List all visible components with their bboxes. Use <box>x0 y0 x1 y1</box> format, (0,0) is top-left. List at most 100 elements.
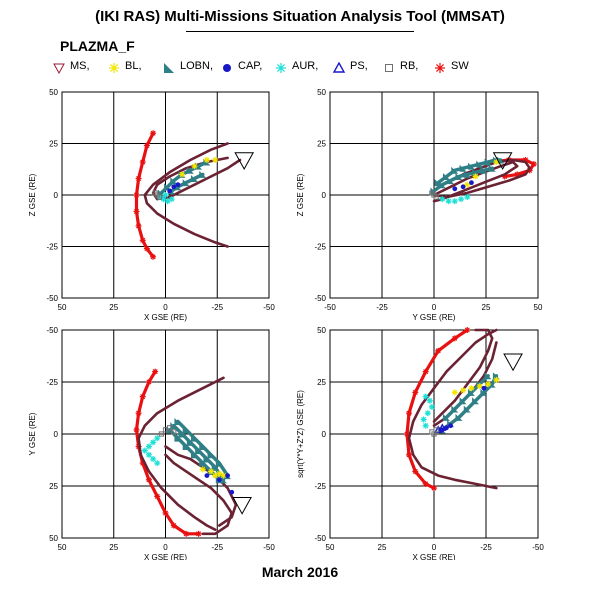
data-point-lobn <box>463 170 471 178</box>
data-point-lobn <box>203 455 211 463</box>
data-point-aur <box>145 451 152 458</box>
data-point-aur <box>162 192 169 198</box>
data-point-sw <box>135 410 142 417</box>
series-lobn <box>442 372 492 421</box>
y-tick-label: -50 <box>314 534 326 543</box>
x-tick-label: 25 <box>482 303 491 312</box>
data-point-aur <box>424 410 431 417</box>
filled-circle-icon <box>223 64 231 72</box>
data-point-cap <box>216 477 222 483</box>
data-point-lobn <box>215 459 223 467</box>
down-triangle-icon <box>53 63 65 74</box>
data-point-lobn <box>455 172 463 180</box>
data-point-lobn <box>438 181 446 189</box>
data-point-lobn <box>484 158 492 166</box>
y-tick-label: -50 <box>314 294 326 303</box>
x-tick-label: -50 <box>263 303 275 312</box>
data-point-bl <box>208 468 215 475</box>
data-point-lobn <box>480 166 488 174</box>
x-axis-label: X GSE (RE) <box>144 313 187 322</box>
x-tick-label: 0 <box>432 303 437 312</box>
data-point-lobn <box>199 170 207 178</box>
data-point-lobn <box>451 405 459 413</box>
data-point-sw <box>150 130 157 137</box>
data-point-sw <box>150 253 157 260</box>
data-point-sw <box>435 347 442 354</box>
series-orbit <box>164 453 233 536</box>
data-point-sw <box>135 175 142 182</box>
series-aur <box>439 194 471 205</box>
data-point-bl <box>212 472 219 479</box>
data-point-sw <box>195 530 202 537</box>
data-point-cap <box>171 184 177 190</box>
series-cap <box>452 180 474 192</box>
y-tick-label: 0 <box>322 191 327 200</box>
data-point-lobn <box>459 397 467 405</box>
data-point-sw <box>422 480 429 487</box>
y-tick-label: 25 <box>49 140 58 149</box>
legend-label: AUR, <box>292 60 319 72</box>
filled-triangle-icon <box>164 63 174 73</box>
data-point-lobn <box>174 434 182 442</box>
data-point-aur <box>420 416 427 423</box>
y-tick-label: 0 <box>54 191 59 200</box>
x-tick-label: 25 <box>378 543 387 552</box>
filled-triangle-icon <box>164 63 174 73</box>
data-point-bl <box>468 385 475 392</box>
data-point-bl <box>476 383 483 390</box>
data-point-sw <box>152 368 159 375</box>
data-point-ms <box>492 152 513 171</box>
legend: MS, BL, LOBN, CAP, AUR, PS, RB, SW <box>52 60 592 78</box>
data-point-lobn <box>451 166 459 174</box>
data-point-rb <box>429 190 435 196</box>
series-rb <box>429 427 439 437</box>
y-tick-label: 50 <box>49 534 58 543</box>
data-point-sw <box>135 222 142 229</box>
y-tick-label: 50 <box>317 88 326 97</box>
data-point-aur <box>426 397 433 404</box>
x-tick-label: -50 <box>263 543 275 552</box>
y-tick-label: 50 <box>49 88 58 97</box>
plot-frame <box>61 91 270 299</box>
data-point-lobn <box>186 166 194 174</box>
data-point-lobn <box>186 438 194 446</box>
data-point-lobn <box>447 177 455 185</box>
legend-label: PS, <box>350 60 368 72</box>
data-point-aur <box>154 435 161 442</box>
data-point-sw <box>139 159 146 166</box>
x-tick-label: 25 <box>109 303 118 312</box>
asterisk-icon <box>109 63 119 73</box>
data-point-sw <box>406 451 413 458</box>
data-point-cap <box>452 186 458 192</box>
sw-track <box>134 131 155 259</box>
data-point-aur <box>428 403 435 410</box>
data-point-aur <box>422 422 429 429</box>
data-point-lobn <box>488 164 496 172</box>
series-cap <box>204 473 235 495</box>
plot-frame <box>329 329 539 539</box>
data-point-aur <box>439 196 446 203</box>
data-point-sw <box>145 379 152 385</box>
title-underline <box>186 31 414 32</box>
data-point-aur <box>145 443 152 450</box>
data-point-lobn <box>199 442 207 450</box>
data-point-lobn <box>195 447 203 455</box>
orbit-track <box>143 142 229 248</box>
x-tick-label: -50 <box>324 303 336 312</box>
y-tick-label: 50 <box>317 326 326 335</box>
data-point-ms <box>503 353 523 372</box>
y-tick-label: -25 <box>314 243 326 252</box>
y-tick-label: 0 <box>54 430 59 439</box>
data-point-sw <box>406 410 413 417</box>
data-point-bl <box>493 376 500 383</box>
data-point-cap <box>229 489 235 495</box>
data-point-rb <box>158 431 164 437</box>
data-point-lobn <box>190 175 198 183</box>
series-ms <box>492 152 513 171</box>
series-orbit <box>407 328 498 490</box>
panel-top-right: -50 -25 0 25 50 -50 -25 0 25 50 Y GSE (RE) Z GSE (R… <box>296 88 543 322</box>
data-point-lobn <box>190 434 198 442</box>
y-tick-label: -50 <box>46 326 58 335</box>
series-orbit <box>432 328 494 423</box>
x-tick-label: 50 <box>534 303 543 312</box>
